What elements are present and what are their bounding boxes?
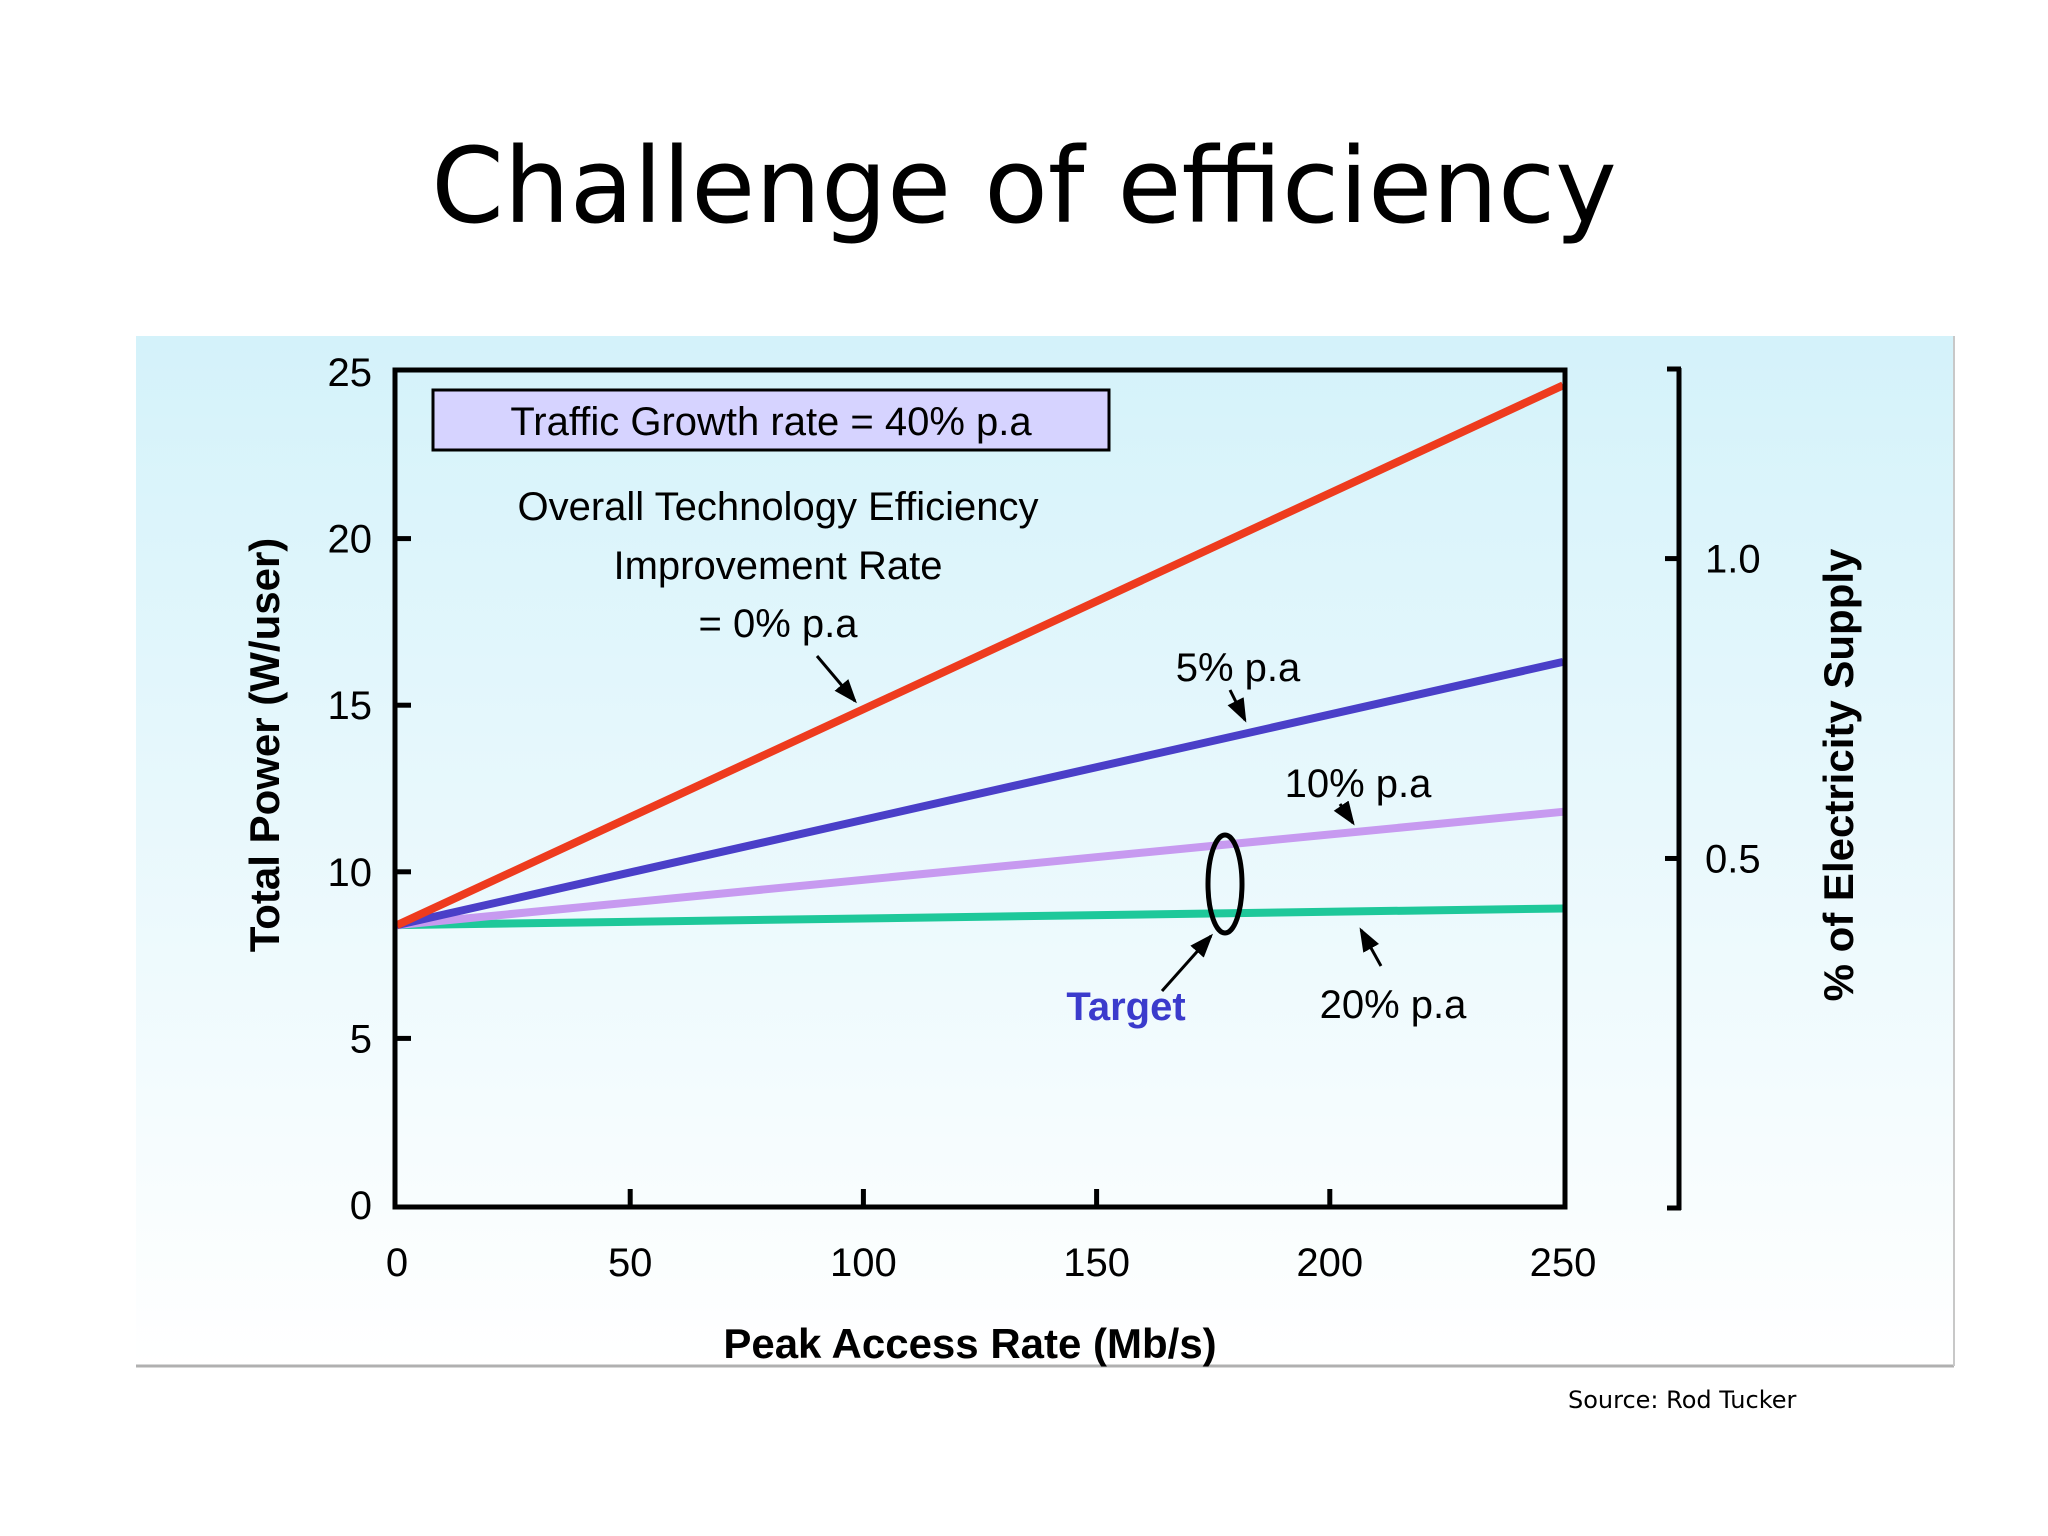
x-tick-label: 100: [830, 1241, 897, 1285]
y-tick-label: 5: [350, 1017, 372, 1061]
y2-tick-label: 1.0: [1705, 538, 1761, 582]
x-tick-label: 250: [1530, 1241, 1597, 1285]
x-tick-label: 200: [1296, 1241, 1363, 1285]
series-line-5-p-a: [396, 657, 1564, 930]
tick-layer: 0 50 100 150 200 250 0 5 10 15 20 25: [328, 351, 1597, 1285]
series-line-10-p-a: [396, 807, 1564, 930]
efficiency-line-2: Improvement Rate: [613, 544, 942, 588]
y-tick-label: 20: [328, 518, 373, 562]
secondary-axis-label: % of Electricity Supply: [1815, 548, 1862, 1001]
target-label: Target: [1066, 985, 1185, 1029]
arrow-0pct: [815, 655, 857, 704]
slide-title: Challenge of efficiency: [431, 125, 1617, 247]
plot-frame: [392, 367, 1568, 1210]
label-10pct: 10% p.a: [1285, 762, 1433, 806]
x-axis-label: Peak Access Rate (Mb/s): [723, 1320, 1216, 1367]
series-line-0-p-a: [395, 381, 1565, 929]
arrow-10pct: [1333, 800, 1355, 826]
target-ellipse: [1205, 832, 1245, 936]
y-tick-label: 15: [328, 684, 373, 728]
label-5pct: 5% p.a: [1176, 646, 1301, 690]
series-layer: [395, 381, 1565, 930]
series-line-20-p-a: [396, 904, 1564, 930]
arrow-target: [1160, 933, 1213, 992]
chart-panel: [136, 336, 1954, 1366]
y-tick-label: 0: [350, 1184, 372, 1228]
arrow-20pct: [1359, 927, 1383, 967]
traffic-growth-box: [431, 388, 1111, 452]
x-tick-label: 150: [1063, 1241, 1130, 1285]
arrow-5pct: [1227, 689, 1247, 723]
efficiency-line-3: = 0% p.a: [698, 602, 858, 646]
x-tick-label: 0: [386, 1241, 408, 1285]
source-note: Source: Rod Tucker: [1568, 1386, 1797, 1414]
y-axis-label: Total Power (W/user): [241, 538, 288, 953]
label-20pct: 20% p.a: [1320, 983, 1468, 1027]
traffic-growth-label: Traffic Growth rate = 40% p.a: [510, 400, 1032, 444]
efficiency-line-1: Overall Technology Efficiency: [517, 485, 1038, 529]
y-tick-label: 10: [328, 851, 373, 895]
secondary-axis-ticks: 1.0 0.5: [1665, 538, 1761, 881]
x-tick-label: 50: [608, 1241, 653, 1285]
y-tick-label: 25: [328, 351, 373, 395]
y2-tick-label: 0.5: [1705, 837, 1761, 881]
